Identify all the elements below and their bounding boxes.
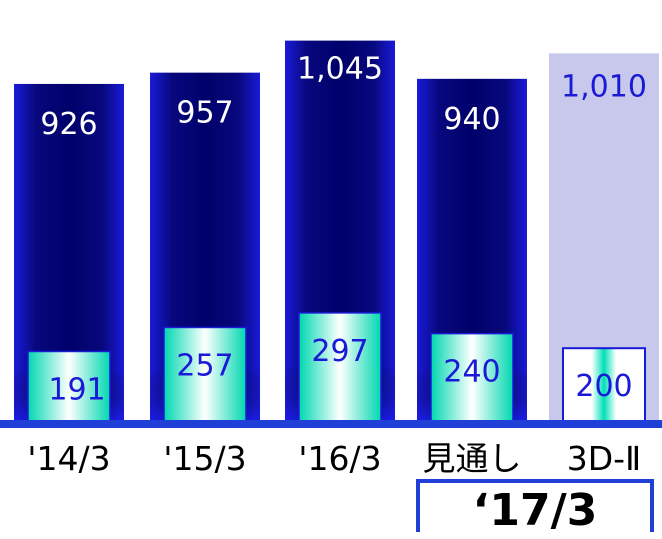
total-value-label-4: 940 xyxy=(443,102,500,137)
total-value-label-1: 926 xyxy=(40,107,97,142)
total-value-label-3: 1,045 xyxy=(297,52,383,87)
category-label-3: '16/3 xyxy=(298,439,381,478)
fiscal-year-label: ‘17/3 xyxy=(416,479,654,536)
category-label-4: 見通し xyxy=(423,439,522,478)
part-value-label-1: 191 xyxy=(48,372,105,407)
part-value-label-3: 297 xyxy=(311,334,368,369)
bar-part-3 xyxy=(298,312,382,422)
bar-chart: 926 191 957 257 1,045 297 940 240 1,010 200 '14/3… xyxy=(0,40,662,478)
category-label-5: 3D-Ⅱ xyxy=(567,439,642,478)
total-value-label-2: 957 xyxy=(176,96,233,131)
total-value-label-5: 1,010 xyxy=(561,69,647,104)
x-axis-baseline xyxy=(0,420,662,428)
part-value-label-5: 200 xyxy=(575,369,632,404)
bar-part-5 xyxy=(562,347,646,423)
category-label-1: '14/3 xyxy=(27,439,110,478)
part-value-label-2: 257 xyxy=(176,348,233,383)
category-label-2: '15/3 xyxy=(163,439,246,478)
bar-part-2 xyxy=(163,326,247,422)
part-value-label-4: 240 xyxy=(443,355,500,390)
bar-part-4 xyxy=(430,332,514,422)
